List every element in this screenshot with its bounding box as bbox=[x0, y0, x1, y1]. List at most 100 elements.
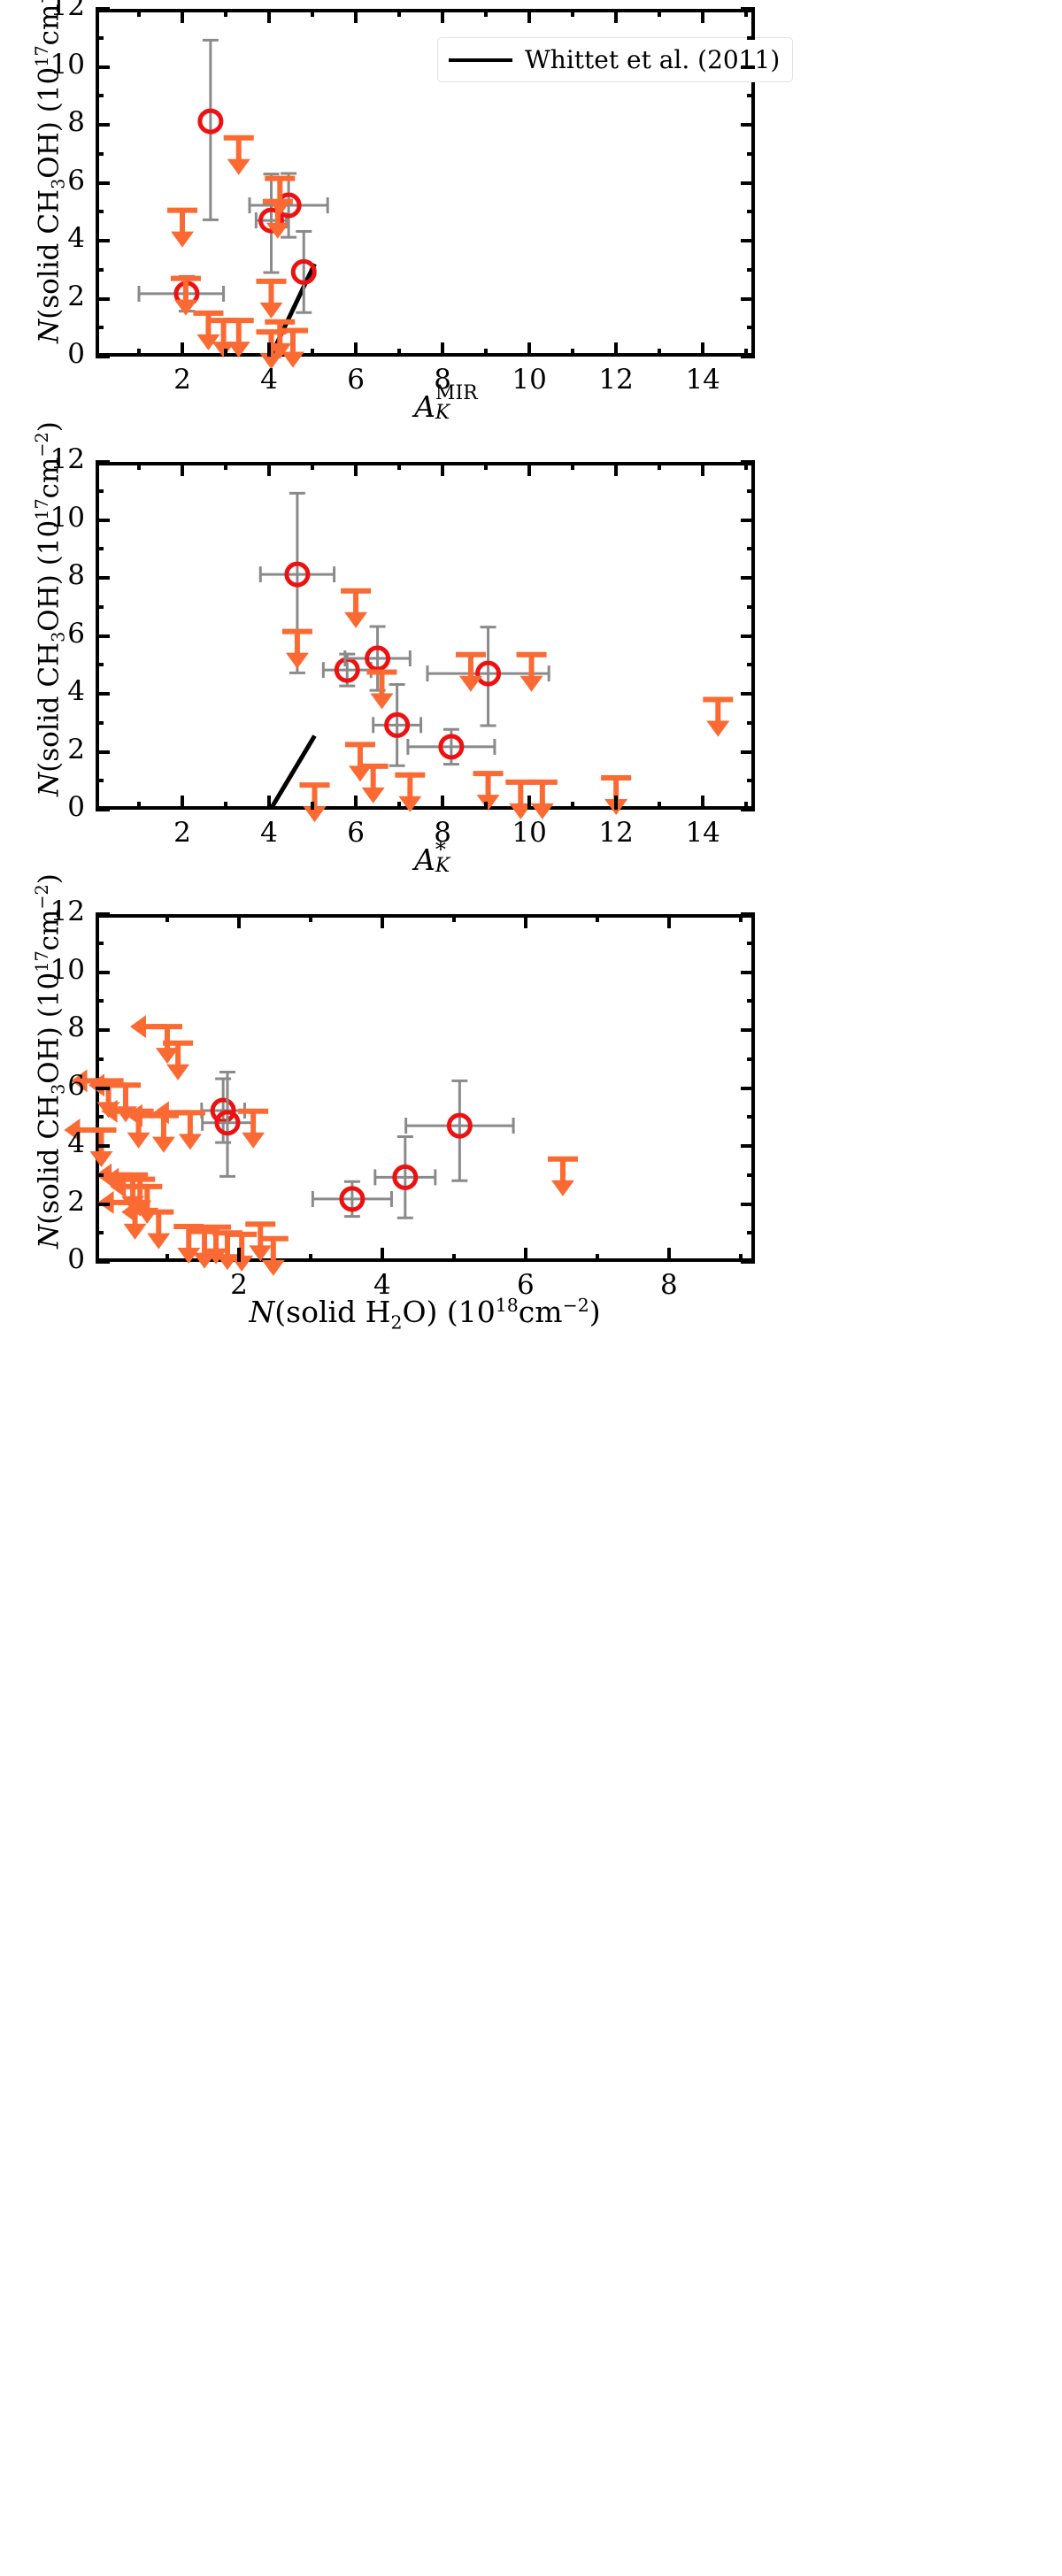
y-tick-label: 12 bbox=[50, 0, 85, 22]
x-tick-label: 6 bbox=[516, 1269, 535, 1301]
reference-line bbox=[269, 734, 317, 810]
axis-tick bbox=[614, 9, 619, 23]
axis-tick bbox=[527, 462, 532, 476]
axis-tick bbox=[741, 634, 755, 638]
axis-tick bbox=[744, 9, 749, 17]
detection-marker bbox=[210, 1097, 236, 1124]
axis-tick bbox=[397, 462, 402, 470]
y-tick-label: 6 bbox=[67, 617, 85, 650]
panel-3-x-axis-label: N(solid H2O) (1018cm−2) bbox=[249, 1295, 601, 1334]
axis-tick bbox=[181, 9, 185, 23]
upper-limit-arrowhead bbox=[268, 342, 292, 359]
upper-limit-arrowhead bbox=[476, 795, 500, 811]
detection-marker bbox=[475, 660, 502, 687]
axis-tick bbox=[165, 914, 169, 922]
axis-tick bbox=[165, 1254, 169, 1262]
left-limit-arrowhead bbox=[101, 1099, 118, 1123]
upper-limit-arrowhead bbox=[259, 353, 283, 370]
axis-tick bbox=[96, 941, 104, 945]
x-tick-label: 12 bbox=[598, 364, 634, 396]
panel-2-data-layer bbox=[258, 491, 734, 823]
axis-tick bbox=[96, 692, 110, 696]
axis-tick bbox=[311, 462, 315, 470]
axis-tick bbox=[451, 1254, 456, 1262]
axis-tick bbox=[354, 462, 358, 476]
left-limit-arrowhead bbox=[129, 1015, 146, 1039]
left-limit-arrowhead bbox=[88, 1073, 105, 1097]
axis-tick bbox=[741, 518, 755, 522]
axis-tick bbox=[747, 94, 755, 98]
axis-tick bbox=[267, 9, 272, 23]
axis-tick bbox=[484, 349, 489, 357]
axis-tick bbox=[96, 123, 110, 127]
upper-limit-arrowhead bbox=[550, 1180, 574, 1196]
y-tick-label: 6 bbox=[67, 164, 85, 196]
axis-tick bbox=[571, 802, 575, 810]
axis-tick bbox=[747, 151, 755, 156]
left-limit-arrowhead bbox=[126, 1103, 142, 1127]
axis-tick bbox=[96, 1028, 110, 1032]
panel-2: N(solid CH3OH) (1017cm−2) A K * 2 4 6 8 10 12 14… bbox=[0, 421, 1062, 877]
detection-marker bbox=[258, 207, 285, 234]
axis-tick bbox=[523, 1248, 527, 1262]
axis-tick bbox=[747, 779, 755, 783]
upper-limit-arrowhead bbox=[127, 1132, 150, 1149]
detection-marker bbox=[284, 561, 311, 588]
axis-tick bbox=[181, 796, 185, 810]
y-tick-label: 0 bbox=[67, 791, 85, 823]
axis-tick bbox=[747, 1231, 755, 1235]
axis-tick bbox=[741, 65, 755, 69]
detection-marker bbox=[392, 1164, 419, 1190]
x-tick-label: 4 bbox=[373, 1269, 391, 1301]
axis-tick bbox=[181, 462, 185, 476]
detection-marker bbox=[214, 1110, 241, 1136]
axis-tick bbox=[96, 296, 110, 301]
x-tick-label: 8 bbox=[659, 1269, 678, 1301]
axis-tick bbox=[527, 796, 532, 810]
upper-limit-arrowhead bbox=[530, 803, 554, 819]
axis-tick bbox=[701, 462, 705, 476]
axis-tick bbox=[741, 181, 755, 185]
axis-tick bbox=[96, 210, 104, 214]
upper-limit-arrowhead bbox=[193, 1252, 217, 1269]
axis-tick bbox=[741, 1202, 755, 1206]
axis-tick bbox=[96, 181, 110, 185]
y-tick-label: 2 bbox=[67, 1185, 85, 1218]
upper-limit-arrowhead bbox=[303, 806, 327, 823]
y-tick-label: 4 bbox=[67, 1127, 85, 1159]
axis-tick bbox=[96, 576, 110, 580]
upper-limit-arrowhead bbox=[173, 299, 197, 316]
upper-limit-arrowhead bbox=[281, 351, 305, 368]
axis-tick bbox=[397, 802, 402, 810]
axis-tick bbox=[747, 1057, 755, 1061]
axis-tick bbox=[741, 7, 755, 11]
axis-tick bbox=[441, 462, 445, 476]
left-limit-arrowhead bbox=[152, 1101, 169, 1125]
axis-tick bbox=[571, 9, 575, 17]
x-tick-label: 6 bbox=[347, 817, 365, 849]
axis-tick bbox=[658, 462, 662, 470]
axis-tick bbox=[741, 123, 755, 127]
panel-1: Whittet et al. (2011) N(solid CH3OH) (10… bbox=[0, 0, 1062, 434]
x-tick-label: 10 bbox=[512, 364, 547, 396]
axis-tick bbox=[741, 1144, 755, 1148]
axis-tick bbox=[96, 547, 104, 551]
upper-limit-arrowhead bbox=[259, 302, 283, 319]
panel-3: N(solid CH3OH) (1017cm−2) N(solid H2O) (… bbox=[0, 873, 1062, 1392]
axis-tick bbox=[224, 462, 228, 470]
axis-tick bbox=[267, 462, 272, 476]
axis-tick bbox=[311, 802, 315, 810]
y-tick-label: 6 bbox=[67, 1069, 85, 1102]
upper-limit-arrowhead bbox=[155, 1048, 179, 1065]
axis-tick bbox=[747, 488, 755, 493]
upper-limit-arrowhead bbox=[706, 720, 730, 737]
axis-tick bbox=[527, 9, 532, 23]
axis-tick bbox=[747, 267, 755, 272]
axis-tick bbox=[96, 151, 104, 156]
axis-tick bbox=[137, 462, 141, 470]
y-tick-label: 8 bbox=[67, 1011, 85, 1043]
y-tick-label: 0 bbox=[67, 338, 85, 370]
detection-marker bbox=[365, 645, 391, 672]
axis-tick bbox=[741, 1260, 755, 1264]
axis-tick bbox=[741, 692, 755, 696]
